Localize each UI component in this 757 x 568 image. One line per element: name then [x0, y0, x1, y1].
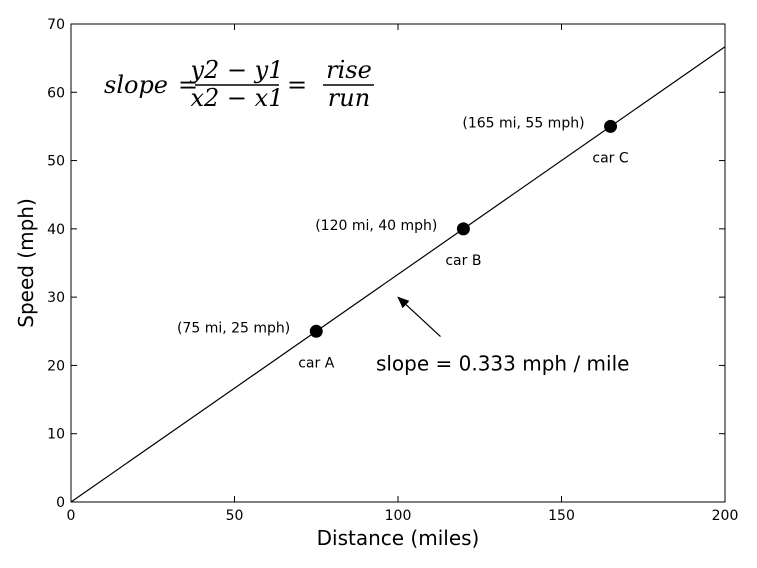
x-tick-label: 100 [385, 508, 412, 524]
formula-eq-2: = [287, 71, 307, 99]
x-axis-title: Distance (miles) [317, 526, 480, 550]
formula-lhs: slope [104, 71, 168, 99]
point-name-label: car C [592, 150, 628, 166]
slope-formula: slope = y2 − y1 x2 − x1 = rise run [104, 56, 374, 112]
annotation-arrow [397, 296, 441, 338]
formula-den-1: x2 − x1 [191, 84, 284, 112]
y-tick-label: 40 [47, 222, 65, 238]
x-tick-label: 200 [712, 508, 739, 524]
formula-den-2: run [328, 84, 370, 112]
point-coord-label: (120 mi, 40 mph) [315, 218, 437, 234]
data-point-car-a [309, 324, 323, 338]
series-layer [70, 46, 726, 503]
series-line [70, 46, 726, 503]
y-tick-label: 20 [47, 358, 65, 374]
tick-labels-group: 0 50 100 150 200 0 10 20 30 40 50 60 70 [47, 17, 738, 524]
annotation-layer: slope = 0.333 mph / mile [376, 296, 630, 376]
x-tick-label: 50 [226, 508, 244, 524]
points-layer: car A (75 mi, 25 mph) car B (120 mi, 40 mph… [177, 115, 629, 371]
ticks-group [70, 23, 726, 503]
point-name-label: car A [298, 355, 334, 371]
point-name-label: car B [445, 253, 481, 269]
formula-eq-1: = [178, 71, 198, 99]
formula-num-1: y2 − y1 [189, 56, 283, 84]
data-point-car-c [604, 119, 618, 133]
y-tick-label: 50 [47, 154, 65, 170]
y-tick-label: 0 [56, 495, 65, 511]
plot-frame [70, 23, 726, 503]
y-tick-label: 60 [47, 85, 65, 101]
y-axis-title: Speed (mph) [14, 198, 38, 328]
point-coord-label: (75 mi, 25 mph) [177, 320, 290, 336]
x-tick-label: 0 [67, 508, 76, 524]
y-tick-label: 10 [47, 427, 65, 443]
data-point-car-b [456, 222, 470, 236]
point-coord-label: (165 mi, 55 mph) [462, 115, 584, 131]
y-tick-label: 30 [47, 290, 65, 306]
y-tick-label: 70 [47, 17, 65, 33]
x-tick-label: 150 [548, 508, 575, 524]
formula-num-2: rise [326, 56, 372, 84]
slope-annotation-text: slope = 0.333 mph / mile [376, 352, 630, 376]
